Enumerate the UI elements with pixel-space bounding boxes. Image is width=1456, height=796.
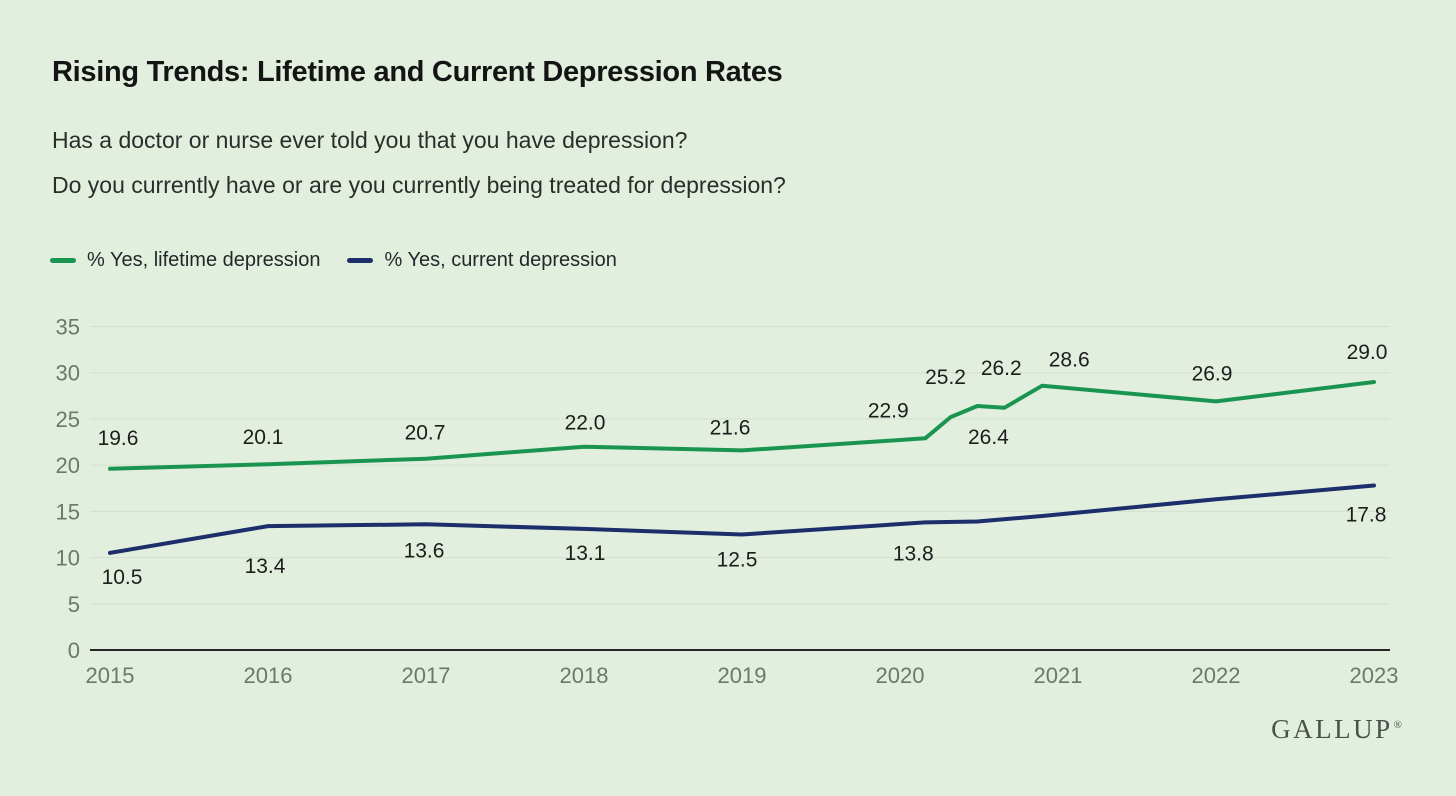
data-point-label: 17.8 bbox=[1346, 503, 1387, 526]
x-tick-label: 2023 bbox=[1350, 663, 1399, 688]
data-point-label: 20.1 bbox=[243, 426, 284, 449]
data-point-label: 10.5 bbox=[102, 566, 143, 589]
series-line bbox=[108, 483, 1376, 555]
current-series-swatch-icon bbox=[347, 258, 374, 263]
x-tick-label: 2018 bbox=[560, 663, 609, 688]
data-point-label: 26.4 bbox=[968, 426, 1009, 449]
legend-label-lifetime: % Yes, lifetime depression bbox=[87, 249, 321, 271]
data-point-label: 26.2 bbox=[981, 357, 1022, 380]
legend: % Yes, lifetime depression % Yes, curren… bbox=[50, 249, 617, 272]
legend-item-current: % Yes, current depression bbox=[347, 249, 617, 272]
data-point-label: 22.9 bbox=[868, 399, 909, 422]
registered-trademark-icon: ® bbox=[1393, 719, 1402, 731]
y-tick-label: 20 bbox=[56, 453, 80, 478]
x-tick-label: 2019 bbox=[718, 663, 767, 688]
data-point-label: 13.4 bbox=[245, 555, 286, 578]
gallup-logo-text: GALLUP bbox=[1271, 714, 1393, 744]
data-point-label: 12.5 bbox=[717, 548, 758, 571]
y-tick-label: 25 bbox=[56, 407, 80, 432]
y-tick-label: 5 bbox=[68, 592, 80, 617]
x-tick-label: 2015 bbox=[86, 663, 135, 688]
data-point-label: 13.8 bbox=[893, 542, 934, 565]
lifetime-series-swatch-icon bbox=[50, 258, 76, 263]
data-point-label: 26.9 bbox=[1192, 362, 1233, 385]
data-point-label: 28.6 bbox=[1049, 349, 1090, 372]
x-tick-label: 2021 bbox=[1034, 663, 1083, 688]
x-tick-label: 2016 bbox=[244, 663, 293, 688]
y-tick-label: 0 bbox=[68, 638, 80, 663]
y-tick-label: 15 bbox=[56, 499, 80, 524]
y-tick-label: 35 bbox=[56, 314, 80, 339]
data-point-label: 20.7 bbox=[405, 422, 446, 445]
x-tick-label: 2017 bbox=[402, 663, 451, 688]
data-point-label: 22.0 bbox=[565, 412, 606, 435]
data-point-label: 19.6 bbox=[98, 427, 139, 450]
series-line bbox=[108, 380, 1376, 471]
data-point-label: 29.0 bbox=[1347, 341, 1388, 364]
data-point-label: 13.6 bbox=[404, 539, 445, 562]
data-point-label: 13.1 bbox=[565, 542, 606, 565]
data-point-label: 25.2 bbox=[925, 366, 966, 389]
chart-title: Rising Trends: Lifetime and Current Depr… bbox=[52, 56, 783, 88]
legend-label-current: % Yes, current depression bbox=[384, 249, 617, 271]
x-tick-label: 2022 bbox=[1192, 663, 1241, 688]
gallup-logo: GALLUP® bbox=[1271, 714, 1402, 745]
survey-question-current: Do you currently have or are you current… bbox=[52, 172, 786, 198]
y-tick-label: 30 bbox=[56, 361, 80, 386]
data-point-label: 21.6 bbox=[710, 416, 751, 439]
survey-question-lifetime: Has a doctor or nurse ever told you that… bbox=[52, 127, 688, 153]
legend-item-lifetime: % Yes, lifetime depression bbox=[50, 249, 320, 272]
x-tick-label: 2020 bbox=[876, 663, 925, 688]
y-tick-label: 10 bbox=[56, 546, 80, 571]
